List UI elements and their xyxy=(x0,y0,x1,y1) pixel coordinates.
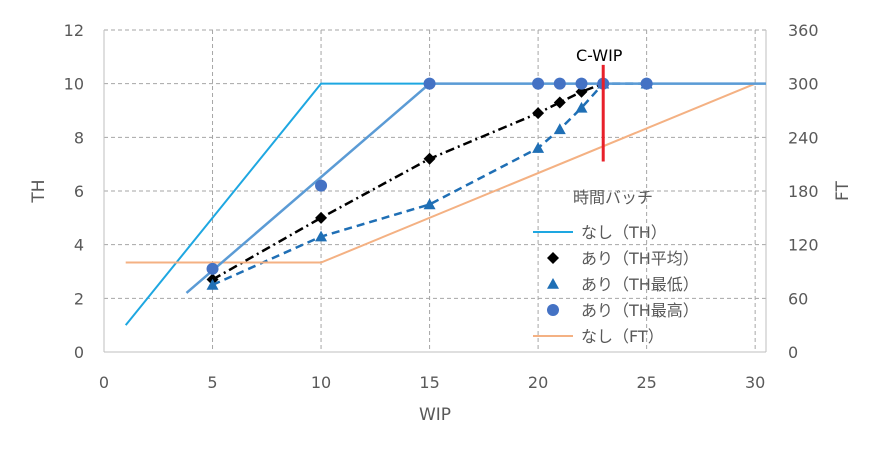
cwip-label: C-WIP xyxy=(576,46,623,65)
legend-entry-label: なし（FT） xyxy=(581,327,664,346)
y-tick-label: 4 xyxy=(74,236,84,255)
triangle-marker xyxy=(315,230,328,242)
x-tick-label: 15 xyxy=(419,373,439,392)
y-tick-label: 10 xyxy=(64,75,84,94)
y-tick-label: 12 xyxy=(64,21,84,40)
series-line xyxy=(125,82,756,264)
y2-axis-title: FT xyxy=(833,180,853,200)
circle-marker xyxy=(553,77,566,90)
y-tick-label: 2 xyxy=(74,289,84,308)
y-axis-title: TH xyxy=(29,179,49,203)
x-axis-title: WIP xyxy=(419,405,451,425)
cwip-annotation: C-WIP xyxy=(576,46,623,162)
circle-marker xyxy=(423,77,436,90)
x-tick-label: 0 xyxy=(99,373,109,392)
y2-tick-label: 180 xyxy=(788,182,819,201)
x-tick-label: 10 xyxy=(311,373,331,392)
triangle-marker xyxy=(575,101,588,113)
series-line xyxy=(211,82,604,281)
y-tick-label: 6 xyxy=(74,182,84,201)
x-tick-label: 20 xyxy=(528,373,548,392)
circle-marker xyxy=(315,179,328,192)
y2-tick-label: 0 xyxy=(788,343,798,362)
diamond-marker xyxy=(423,152,436,165)
triangle-marker xyxy=(206,278,219,290)
legend-entry-label: あり（TH最高） xyxy=(581,301,699,320)
legend-swatch xyxy=(547,304,559,316)
grid xyxy=(104,29,766,352)
circle-marker xyxy=(206,262,219,275)
legend-title: 時間バッチ xyxy=(573,188,653,207)
y2-tick-label: 60 xyxy=(788,289,808,308)
series-layer xyxy=(124,77,766,326)
legend-swatch xyxy=(547,252,559,264)
circle-marker xyxy=(575,77,588,90)
y-tick-label: 0 xyxy=(74,343,84,362)
diamond-marker xyxy=(315,211,328,224)
triangle-marker xyxy=(553,123,566,135)
y2-tick-label: 120 xyxy=(788,236,819,255)
diamond-marker xyxy=(553,96,566,109)
triangle-marker xyxy=(423,198,436,210)
triangle-marker xyxy=(532,142,545,153)
circle-marker xyxy=(640,77,653,90)
x-tick-label: 5 xyxy=(207,373,217,392)
diamond-marker xyxy=(532,107,545,120)
x-tick-label: 25 xyxy=(636,373,656,392)
legend-entry-label: あり（TH平均） xyxy=(581,249,699,268)
x-tick-label: 30 xyxy=(745,373,765,392)
legend-entry-label: あり（TH最低） xyxy=(581,275,699,294)
legend-swatch xyxy=(547,278,559,289)
y2-tick-label: 300 xyxy=(788,75,819,94)
series-line xyxy=(212,82,647,287)
circle-marker xyxy=(532,77,545,90)
y-tick-label: 8 xyxy=(74,128,84,147)
y2-tick-label: 360 xyxy=(788,21,819,40)
axes: 0 5 10 15 20 25 30024681012060120180240300360W… xyxy=(29,21,853,425)
y2-tick-label: 240 xyxy=(788,128,819,147)
legend-entry-label: なし（TH） xyxy=(581,223,667,242)
